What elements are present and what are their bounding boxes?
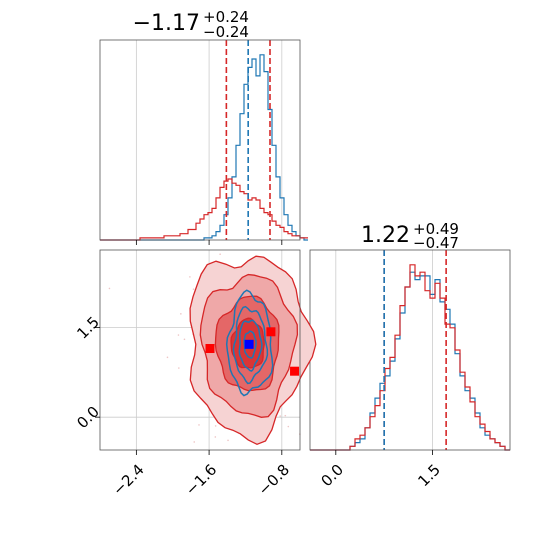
marker-0 — [244, 339, 254, 349]
contour-frame — [99, 249, 301, 451]
x-tick-label-1: −1.6 — [182, 461, 220, 499]
scatter-point — [178, 367, 180, 369]
hist-series-1 — [310, 264, 510, 451]
histogram-param-2 — [309, 249, 511, 455]
scatter-point — [287, 425, 290, 428]
title-param-2-value: 1.22 — [361, 223, 410, 248]
scatter-point — [279, 415, 281, 417]
title-param-2-sup: +0.49 — [413, 220, 459, 238]
scatter-point — [227, 439, 229, 442]
hist-series-1 — [100, 178, 308, 241]
title-param-2-sub: −0.47 — [413, 234, 459, 252]
scatter-point — [219, 253, 221, 256]
title-param-1: −1.17 — [133, 11, 200, 36]
marker-3 — [290, 366, 300, 376]
scatter-point — [214, 436, 217, 438]
hist-series-0 — [100, 54, 308, 241]
histogram-param-1 — [99, 39, 308, 245]
scatter-point — [284, 414, 287, 417]
histogram-frame-0 — [99, 39, 301, 241]
scatter-point — [166, 356, 169, 359]
hist-series-0 — [310, 271, 510, 451]
scatter-point — [180, 313, 182, 315]
contour-blue-level-3 — [243, 330, 257, 359]
title-param-1-value: −1.17 — [133, 11, 200, 36]
scatter-point — [189, 276, 191, 278]
scatter-point — [192, 288, 195, 290]
contour-blue-level-0 — [225, 289, 274, 397]
contour-blue-level-2 — [238, 319, 263, 372]
marker-2 — [266, 327, 276, 337]
contour-panel — [95, 249, 317, 455]
scatter-point — [198, 424, 200, 426]
x2-tick-label-1: 1.5 — [414, 461, 444, 491]
scatter-point — [214, 425, 217, 427]
marker-1 — [205, 344, 215, 354]
contour-blue-level-1 — [232, 305, 269, 385]
scatter-point — [183, 338, 186, 341]
scatter-point — [108, 287, 111, 290]
title-param-1-sub: −0.24 — [203, 23, 249, 41]
y-tick-label-1: 1.5 — [73, 313, 103, 343]
x2-tick-label-0: 0.0 — [318, 461, 348, 491]
scatter-point — [193, 441, 196, 443]
y-tick-label-0: 0.0 — [73, 403, 103, 433]
scatter-point — [177, 334, 180, 336]
title-param-1-sup: +0.24 — [203, 8, 249, 26]
x-tick-label-0: −2.4 — [109, 461, 147, 499]
x-tick-label-2: −0.8 — [255, 461, 293, 499]
